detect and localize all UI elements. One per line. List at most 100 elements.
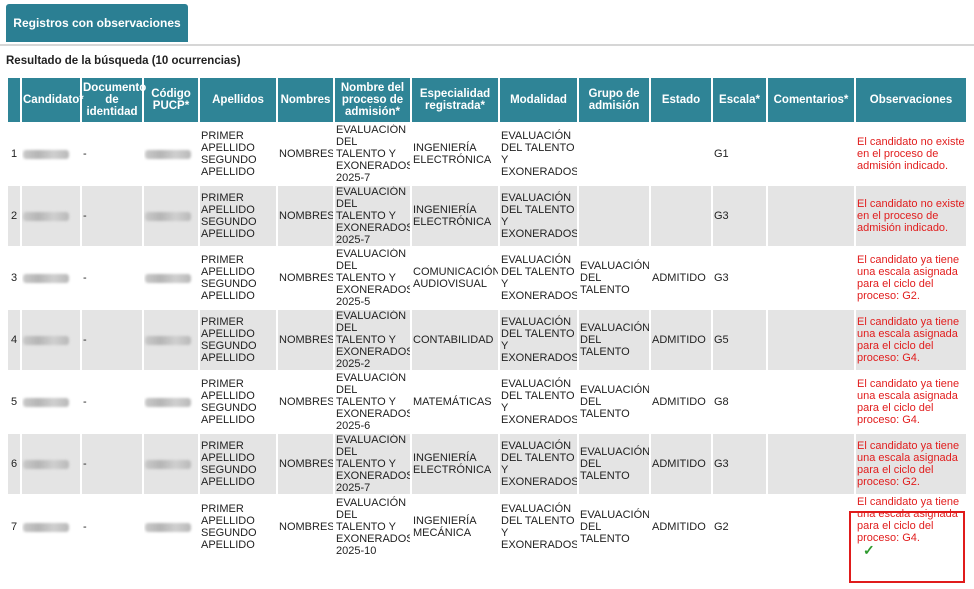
documento-cell: - (82, 248, 142, 308)
escala-cell: G3 (713, 434, 766, 494)
col-header-nombres[interactable]: Nombres (278, 78, 333, 122)
observation-text: El candidato ya tiene una escala asignad… (857, 254, 960, 302)
redacted-pucp-code (145, 522, 191, 532)
redacted-pucp-code (145, 273, 191, 283)
estado-cell: ADMITIDO (651, 496, 711, 558)
proceso-cell: EVALUACIÓN DEL TALENTO Y EXONERADOS 2025… (335, 372, 410, 432)
proceso-cell: EVALUACIÓN DEL TALENTO Y EXONERADOS 2025… (335, 434, 410, 494)
comentarios-cell (768, 372, 854, 432)
escala-cell: G3 (713, 248, 766, 308)
table-row[interactable]: 7- PRIMER APELLIDO SEGUNDO APELLIDO NOMBRE… (8, 496, 966, 558)
apellidos-cell: PRIMER APELLIDO SEGUNDO APELLIDO (200, 310, 276, 370)
observaciones-cell: El candidato ya tiene una escala asignad… (856, 434, 966, 494)
table-row[interactable]: 4 - PRIMER APELLIDO SEGUNDO APELLIDO NOMBRE… (8, 310, 966, 370)
nombres-cell: NOMBRES (278, 372, 333, 432)
row-number: 5 (8, 372, 20, 432)
comentarios-cell (768, 124, 854, 184)
observaciones-cell: El candidato ya tiene una escala asignad… (856, 372, 966, 432)
col-header-especialidad[interactable]: Especialidad registrada* (412, 78, 498, 122)
table-row[interactable]: 6 - PRIMER APELLIDO SEGUNDO APELLIDO NOMBRE… (8, 434, 966, 494)
candidato-cell (22, 372, 80, 432)
observation-text: El candidato ya tiene una escala asignad… (857, 496, 960, 544)
apellidos-cell: PRIMER APELLIDO SEGUNDO APELLIDO (200, 124, 276, 184)
redacted-pucp-code (145, 397, 191, 407)
documento-cell: - (82, 186, 142, 246)
row-number: 4 (8, 310, 20, 370)
apellidos-cell: PRIMER APELLIDO SEGUNDO APELLIDO (200, 186, 276, 246)
estado-cell (651, 124, 711, 184)
candidato-cell (22, 496, 80, 558)
table-row[interactable]: 3 - PRIMER APELLIDO SEGUNDO APELLIDO NOMBRE… (8, 248, 966, 308)
apellidos-cell: PRIMER APELLIDO SEGUNDO APELLIDO (200, 434, 276, 494)
estado-cell: ADMITIDO (651, 248, 711, 308)
table-row[interactable]: 2 - PRIMER APELLIDO SEGUNDO APELLIDO NOMBRE… (8, 186, 966, 246)
redacted-candidate-id (23, 522, 69, 532)
codigo-pucp-cell (144, 186, 198, 246)
row-number: 3 (8, 248, 20, 308)
col-header-index (8, 78, 20, 122)
candidato-cell (22, 248, 80, 308)
candidato-cell (22, 434, 80, 494)
observaciones-cell: El candidato ya tiene una escala asignad… (856, 248, 966, 308)
modalidad-cell: EVALUACIÓN DEL TALENTO Y EXONERADOS (500, 496, 577, 558)
comentarios-cell (768, 186, 854, 246)
especialidad-cell: INGENIERÍA ELECTRÓNICA (412, 186, 498, 246)
col-header-comentarios[interactable]: Comentarios* (768, 78, 854, 122)
col-header-grupo[interactable]: Grupo de admisión (579, 78, 649, 122)
table-body: 1- PRIMER APELLIDO SEGUNDO APELLIDO NOMBRE… (8, 124, 966, 558)
observaciones-cell: El candidato ya tiene una escala asignad… (856, 310, 966, 370)
redacted-pucp-code (145, 211, 191, 221)
row-number: 2 (8, 186, 20, 246)
modalidad-cell: EVALUACIÓN DEL TALENTO Y EXONERADOS (500, 310, 577, 370)
grupo-cell: EVALUACIÓN DEL TALENTO (579, 434, 649, 494)
comentarios-cell (768, 434, 854, 494)
especialidad-cell: INGENIERÍA ELECTRÓNICA (412, 434, 498, 494)
documento-cell: - (82, 124, 142, 184)
documento-cell: - (82, 496, 142, 558)
observation-text: El candidato no existe en el proceso de … (857, 136, 965, 172)
col-header-escala[interactable]: Escala* (713, 78, 766, 122)
grupo-cell (579, 186, 649, 246)
table-row[interactable]: 1 - PRIMER APELLIDO SEGUNDO APELLIDO NOMBRE… (8, 124, 966, 184)
escala-cell: G5 (713, 310, 766, 370)
tab-registros-con-observaciones[interactable]: Registros con observaciones (6, 4, 188, 42)
col-header-documento[interactable]: Documento de identidad (82, 78, 146, 122)
observation-text: El candidato no existe en el proceso de … (857, 198, 965, 234)
escala-cell: G2 (713, 496, 766, 558)
nombres-cell: NOMBRES (278, 434, 333, 494)
apellidos-cell: PRIMER APELLIDO SEGUNDO APELLIDO (200, 372, 276, 432)
candidato-cell (22, 124, 80, 184)
redacted-pucp-code (145, 149, 191, 159)
grupo-cell: EVALUACIÓN DEL TALENTO (579, 248, 649, 308)
nombres-cell: NOMBRES (278, 310, 333, 370)
codigo-pucp-cell (144, 124, 198, 184)
col-header-codigo-pucp[interactable]: Código PUCP* (144, 78, 198, 122)
col-header-apellidos[interactable]: Apellidos (200, 78, 276, 122)
col-header-modalidad[interactable]: Modalidad (500, 78, 577, 122)
col-header-candidato[interactable]: Candidato* (22, 78, 84, 122)
modalidad-cell: EVALUACIÓN DEL TALENTO Y EXONERADOS (500, 124, 577, 184)
redacted-pucp-code (145, 335, 191, 345)
grupo-cell: EVALUACIÓN DEL TALENTO (579, 496, 649, 558)
comentarios-cell (768, 310, 854, 370)
proceso-cell: EVALUACIÓN DEL TALENTO Y EXONERADOS 2025… (335, 248, 410, 308)
especialidad-cell: CONTABILIDAD (412, 310, 498, 370)
col-header-proceso[interactable]: Nombre del proceso de admisión* (335, 78, 410, 122)
observation-text: El candidato ya tiene una escala asignad… (857, 378, 960, 426)
tab-bar: Registros con observaciones (0, 0, 974, 46)
observation-text: El candidato ya tiene una escala asignad… (857, 316, 960, 364)
codigo-pucp-cell (144, 310, 198, 370)
observaciones-cell: El candidato no existe en el proceso de … (856, 124, 966, 184)
codigo-pucp-cell (144, 372, 198, 432)
table-row[interactable]: 5 - PRIMER APELLIDO SEGUNDO APELLIDO NOMBRE… (8, 372, 966, 432)
candidato-cell (22, 186, 80, 246)
nombres-cell: NOMBRES (278, 248, 333, 308)
modalidad-cell: EVALUACIÓN DEL TALENTO Y EXONERADOS (500, 186, 577, 246)
observation-text: El candidato ya tiene una escala asignad… (857, 440, 960, 488)
documento-cell: - (82, 310, 142, 370)
modalidad-cell: EVALUACIÓN DEL TALENTO Y EXONERADOS (500, 248, 577, 308)
col-header-estado[interactable]: Estado (651, 78, 711, 122)
redacted-candidate-id (23, 273, 69, 283)
col-header-observaciones[interactable]: Observaciones (856, 78, 966, 122)
result-title: Resultado de la búsqueda (10 ocurrencias… (6, 55, 241, 67)
